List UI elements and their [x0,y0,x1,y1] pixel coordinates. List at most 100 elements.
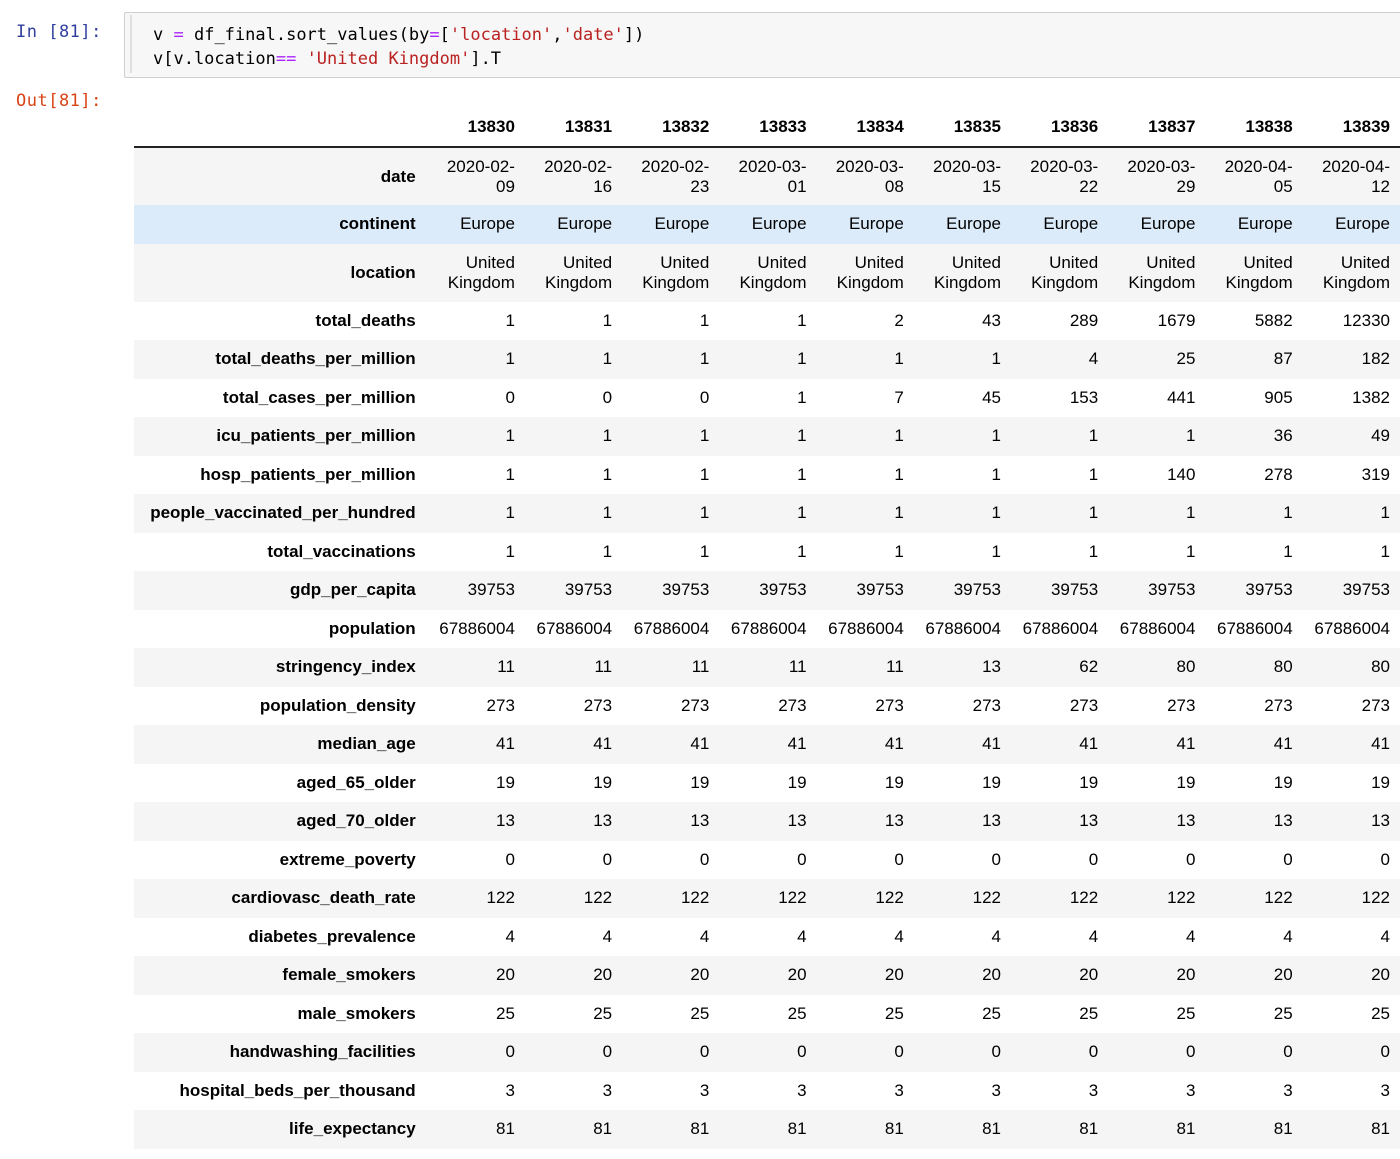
table-row: handwashing_facilities 0 0 0 0 0 0 0 0 0 0 [134,1033,1400,1072]
table-cell: 25 [884,1003,904,1023]
table-cell: 13 [1273,811,1293,831]
table-cell: 25 [1079,1003,1099,1023]
table-row: gdp_per_capita 39753 39753 39753 39753 39753 3… [134,571,1400,610]
table-cell: 273 [486,695,515,715]
table-cell: 1 [797,464,807,484]
output-area: 13830 13831 13832 13833 13834 13835 13836 13837… [134,106,1400,1149]
table-cell: 1 [602,310,613,330]
table-cell: 3 [894,1080,904,1100]
table-cell: 67886004 [536,618,613,638]
code-token: 'location' [449,25,553,45]
row-label: population [328,618,416,638]
row-label: hospital_beds_per_thousand [179,1080,416,1100]
table-cell: 11 [788,657,807,677]
table-row: continent Europe Europe Europe Europe Europe E… [134,205,1400,244]
row-label: median_age [317,734,416,754]
table-row: life_expectancy 81 81 81 81 81 81 81 81 81 81 [134,1110,1400,1149]
table-cell: 13 [787,811,807,831]
index-header-blank [134,106,428,148]
table-cell: 1 [894,426,904,446]
table-cell: 19 [495,772,515,792]
column-header: 13839 [1302,106,1400,148]
table-cell: 2020-03- 15 [932,156,1001,196]
table-cell: 81 [1273,1119,1293,1139]
table-cell: Europe [946,214,1001,234]
table-cell: 1 [894,349,904,369]
code-input-area[interactable]: v = df_final.sort_values(by=['location',… [124,12,1400,78]
table-cell: 3 [991,1080,1001,1100]
table-cell: 122 [1167,888,1196,908]
table-cell: 2020-03- 22 [1030,156,1099,196]
table-cell: 3 [1088,1080,1099,1100]
table-row: total_vaccinations 1 1 1 1 1 1 1 1 1 1 [134,533,1400,572]
row-label: hosp_patients_per_million [200,464,416,484]
table-cell: 1 [797,503,807,523]
table-cell: 1 [602,503,613,523]
table-cell: 122 [486,888,515,908]
table-cell: 20 [1176,965,1196,985]
table-cell: 0 [991,849,1001,869]
table-cell: 19 [982,772,1001,792]
table-cell: 62 [1079,657,1099,677]
table-cell: United Kingdom [1031,252,1099,292]
table-cell: 3 [505,1080,515,1100]
code-token: ]) [623,25,645,45]
code-editor[interactable]: v = df_final.sort_values(by=['location',… [153,23,644,71]
table-cell: 0 [797,849,807,869]
table-cell: United Kingdom [1322,252,1390,292]
table-cell: United Kingdom [836,252,904,292]
table-cell: 41 [1273,734,1293,754]
table-row: icu_patients_per_million 1 1 1 1 1 1 1 1 36 49 [134,417,1400,456]
table-cell: Europe [1335,214,1390,234]
table-cell: Europe [1237,214,1293,234]
table-cell: 273 [972,695,1001,715]
table-cell: 7 [894,387,904,407]
table-row: population_density 273 273 273 273 273 273 273 2… [134,687,1400,726]
row-label: handwashing_facilities [229,1042,416,1062]
code-line: v[v.location== 'United Kingdom'].T [153,47,644,71]
table-cell: 4 [1088,926,1099,946]
table-cell: 1 [894,464,904,484]
table-cell: 25 [982,1003,1001,1023]
table-cell: 2020-04- 05 [1224,156,1293,196]
table-cell: 19 [1079,772,1099,792]
table-cell: Europe [1140,214,1196,234]
table-row: aged_70_older 13 13 13 13 13 13 13 13 13 13 [134,802,1400,841]
table-cell: 39753 [467,580,515,600]
table-cell: 1 [602,464,613,484]
table-cell: 20 [982,965,1001,985]
table-cell: 1 [1185,503,1196,523]
table-cell: 80 [1176,657,1196,677]
table-cell: 19 [690,772,710,792]
table-cell: 1 [699,426,710,446]
table-cell: 5882 [1254,310,1293,330]
column-header: 13830 [427,106,525,148]
row-label: people_vaccinated_per_hundred [150,503,416,523]
table-cell: 319 [1361,464,1390,484]
table-cell: 2020-03- 01 [738,156,807,196]
table-cell: 0 [602,849,613,869]
table-cell: 1 [797,426,807,446]
code-token: df_final.sort_values(by [183,25,430,45]
row-label: date [380,166,416,186]
table-cell: United Kingdom [1128,252,1196,292]
table-cell: 0 [699,387,710,407]
table-cell: 39753 [1148,580,1196,600]
code-token: 'date' [562,25,624,45]
table-row: extreme_poverty 0 0 0 0 0 0 0 0 0 0 [134,841,1400,880]
table-cell: 1 [699,310,710,330]
table-cell: 1382 [1352,387,1390,407]
table-cell: 1 [991,426,1001,446]
table-cell: 2 [894,310,904,330]
table-cell: 122 [1361,888,1390,908]
table-cell: 1 [505,541,515,561]
table-cell: 81 [884,1119,904,1139]
table-cell: 45 [982,387,1001,407]
table-cell: 0 [894,1042,904,1062]
table-cell: 273 [680,695,710,715]
table-cell: 11 [691,657,710,677]
table-cell: 2020-02- 23 [641,156,710,196]
table-cell: 0 [1380,849,1390,869]
table-cell: 122 [583,888,613,908]
table-cell: 20 [593,965,613,985]
